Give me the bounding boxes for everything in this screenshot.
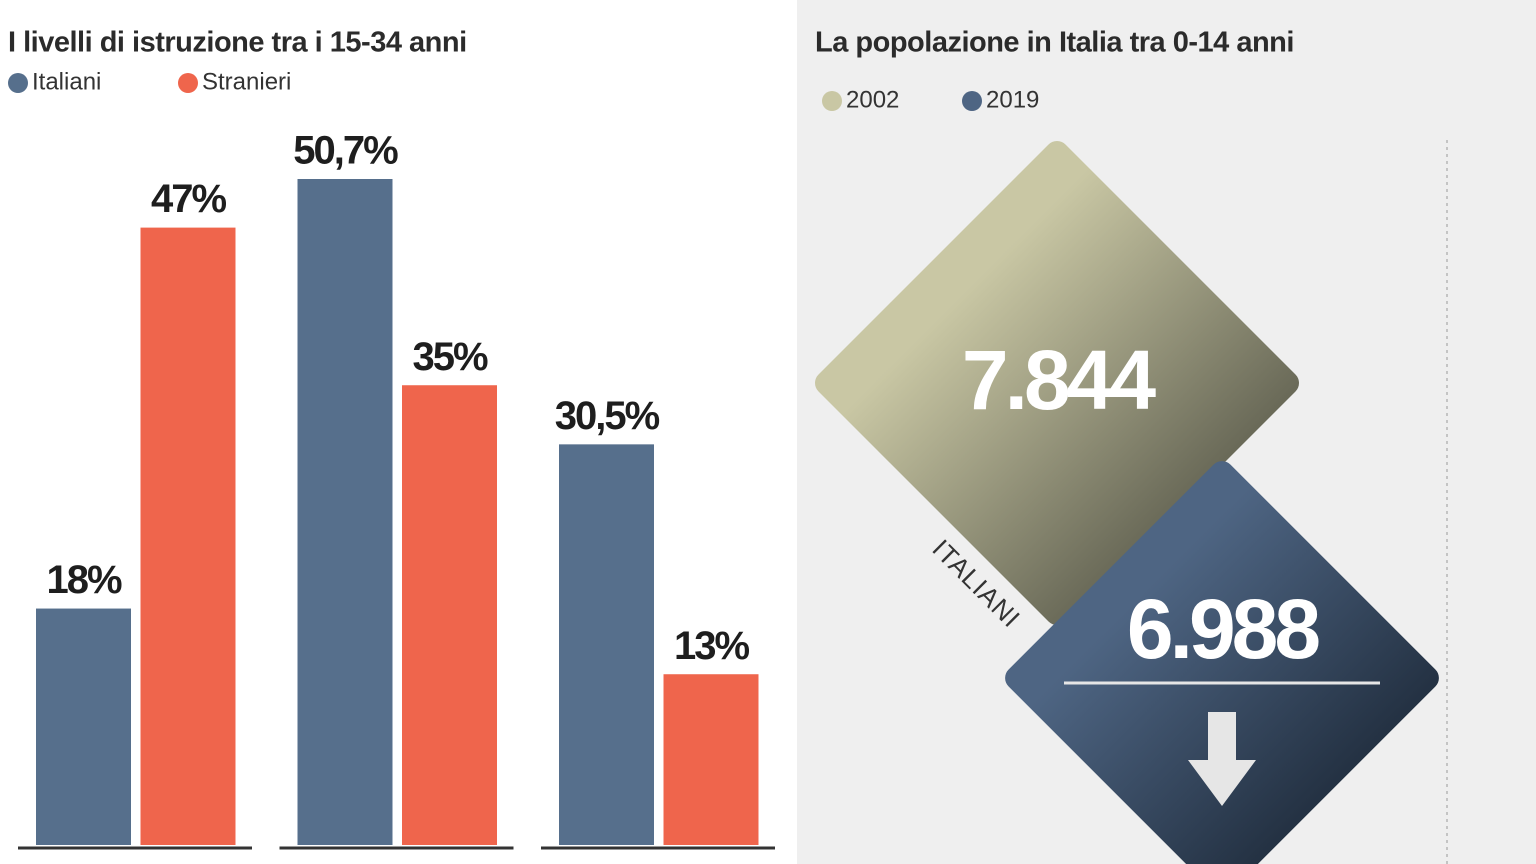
value-label: 13% xyxy=(674,624,749,668)
value-label: 35% xyxy=(412,335,487,379)
value-label: 7.844 xyxy=(962,333,1156,427)
down-arrow xyxy=(1188,712,1256,806)
bar xyxy=(559,444,654,845)
diamond xyxy=(815,141,1299,625)
legend-label: Stranieri xyxy=(202,68,291,95)
value-label: 30,5% xyxy=(555,394,660,438)
legend-marker xyxy=(962,91,982,111)
value-label: 50,7% xyxy=(293,129,398,173)
legend-label: 2002 xyxy=(846,86,899,113)
bar xyxy=(402,385,497,845)
bar xyxy=(140,227,236,846)
legend-label: Italiani xyxy=(32,68,101,95)
value-label: 47% xyxy=(151,177,226,221)
bar xyxy=(663,674,759,845)
value-label: 18% xyxy=(46,558,121,602)
legend-marker xyxy=(8,73,28,93)
value-label: 6.988 xyxy=(1127,582,1319,676)
bar xyxy=(297,179,393,845)
legend-marker xyxy=(178,73,198,93)
diamond xyxy=(1005,461,1439,864)
bar xyxy=(36,608,131,845)
chart-title: La popolazione in Italia tra 0-14 anni xyxy=(815,27,1294,59)
legend-label: 2019 xyxy=(986,86,1039,113)
legend-marker xyxy=(822,91,842,111)
chart-title: I livelli di istruzione tra i 15-34 anni xyxy=(8,27,467,59)
